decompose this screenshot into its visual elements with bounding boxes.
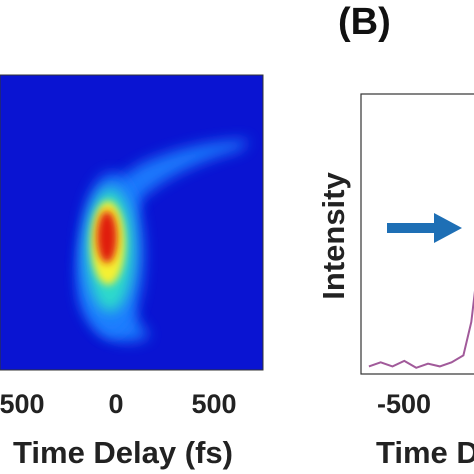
arrow-head	[434, 213, 462, 243]
heatmap-frame	[0, 74, 264, 371]
heatmap-intensity	[78, 140, 250, 342]
heatmap-x-ticks: 500 0 500	[0, 389, 237, 419]
heatmap-x-axis-label: Time Delay (fs)	[13, 435, 233, 470]
line-y-axis-label: Intensity	[316, 172, 351, 300]
line-series-group	[368, 290, 474, 369]
intensity-region	[97, 211, 117, 263]
heatmap-panel	[0, 74, 264, 371]
arrow-annotation	[387, 213, 462, 243]
x-tick-label: 500	[191, 389, 236, 419]
plot-frame	[360, 93, 474, 375]
x-tick-label: 500	[0, 389, 45, 419]
line-panel	[360, 93, 474, 375]
x-tick-label: 0	[108, 389, 123, 419]
panel-label: (B)	[338, 1, 391, 43]
line-x-axis-label: Time D	[376, 435, 474, 470]
line-series	[368, 290, 474, 369]
x-tick-label: -500	[377, 389, 431, 419]
